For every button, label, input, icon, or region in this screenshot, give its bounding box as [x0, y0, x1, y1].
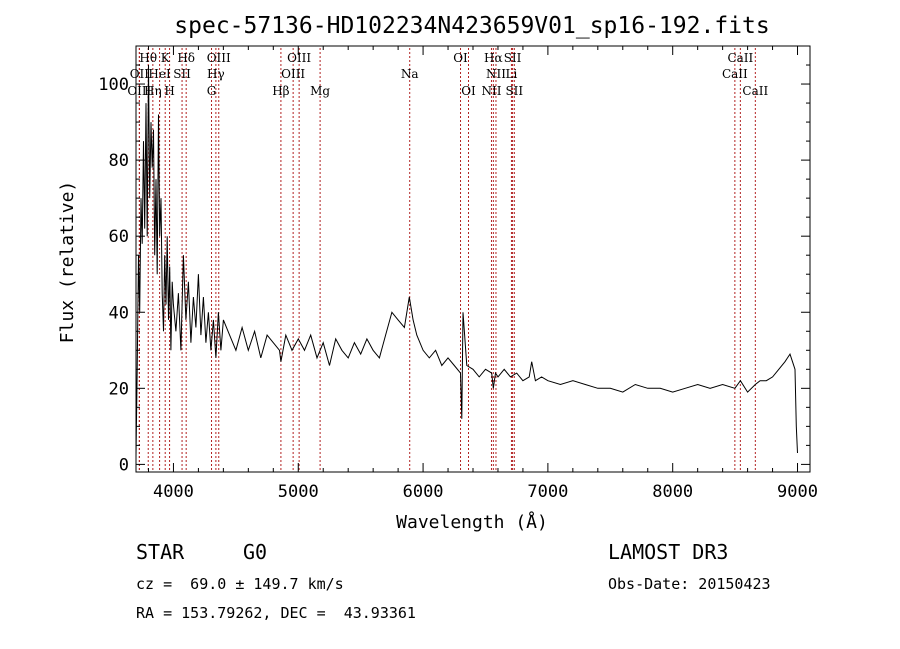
- y-tick-label-80: 80: [109, 151, 129, 171]
- x-tick-label-6000: 6000: [403, 482, 444, 502]
- chart-title: spec-57136-HD102234N423659V01_sp16-192.f…: [174, 13, 769, 39]
- axes: 4000 5000 6000 7000 8000 9000 0 20 40 60 80 100: [98, 46, 818, 502]
- marker-label-OIII: OIII: [287, 51, 311, 65]
- marker-label-OIII: OIII: [207, 51, 231, 65]
- marker-label-OI: OI: [461, 84, 476, 98]
- marker-label-Mg: Mg: [310, 84, 330, 98]
- object-type: STAR: [136, 540, 185, 564]
- marker-label-SII: SII: [505, 84, 523, 98]
- marker-label-CaII: CaII: [742, 84, 768, 98]
- marker-label-CaII: CaII: [722, 67, 748, 81]
- x-axis-label: Wavelength (Å): [396, 511, 548, 533]
- spectral-subclass: G0: [243, 540, 268, 564]
- marker-label-Hα: Hα: [484, 51, 503, 65]
- y-axis-label: Flux (relative): [57, 181, 78, 344]
- marker-label-OII: OII: [130, 67, 150, 81]
- y-tick-label-100: 100: [98, 75, 129, 95]
- x-tick-label-4000: 4000: [153, 482, 194, 502]
- marker-label-NII: NII: [481, 84, 501, 98]
- emission-line-markers: [138, 48, 756, 472]
- marker-label-Li: Li: [506, 67, 518, 81]
- marker-label-OIII: OIII: [281, 67, 305, 81]
- y-tick-label-0: 0: [119, 455, 129, 475]
- marker-label-Hθ: Hθ: [139, 51, 157, 65]
- y-tick-label-20: 20: [109, 379, 129, 399]
- marker-label-Hβ: Hβ: [272, 84, 289, 98]
- marker-label-Hη: Hη: [144, 84, 162, 98]
- marker-label-Hδ: Hδ: [177, 51, 195, 65]
- x-tick-label-8000: 8000: [652, 482, 693, 502]
- marker-label-OI: OI: [453, 51, 468, 65]
- y-tick-label-60: 60: [109, 227, 129, 247]
- marker-label-OIII: OIII: [127, 84, 151, 98]
- coordinates: RA = 153.79262, DEC = 43.93361: [136, 604, 416, 622]
- redshift-value: cz = 69.0 ± 149.7 km/s: [136, 575, 344, 593]
- marker-label-G: G: [207, 84, 217, 98]
- plot-frame: [135, 45, 811, 473]
- x-tick-label-7000: 7000: [527, 482, 568, 502]
- marker-label-HeI: HeI: [148, 67, 171, 81]
- x-tick-label-9000: 9000: [777, 482, 818, 502]
- x-tick-label-5000: 5000: [278, 482, 319, 502]
- marker-label-H: H: [164, 84, 174, 98]
- marker-label-NII: NII: [486, 67, 506, 81]
- observation-date: Obs-Date: 20150423: [608, 575, 771, 593]
- marker-label-K: K: [161, 51, 171, 65]
- y-tick-label-40: 40: [109, 303, 129, 323]
- marker-label-Hγ: Hγ: [207, 67, 225, 81]
- marker-label-SII: SII: [173, 67, 191, 81]
- series-flux: [135, 64, 798, 457]
- marker-label-SII: SII: [504, 51, 522, 65]
- marker-label-CaII: CaII: [727, 51, 753, 65]
- series-layer: [135, 64, 798, 457]
- survey-name: LAMOST DR3: [608, 540, 729, 564]
- marker-label-Na: Na: [401, 67, 419, 81]
